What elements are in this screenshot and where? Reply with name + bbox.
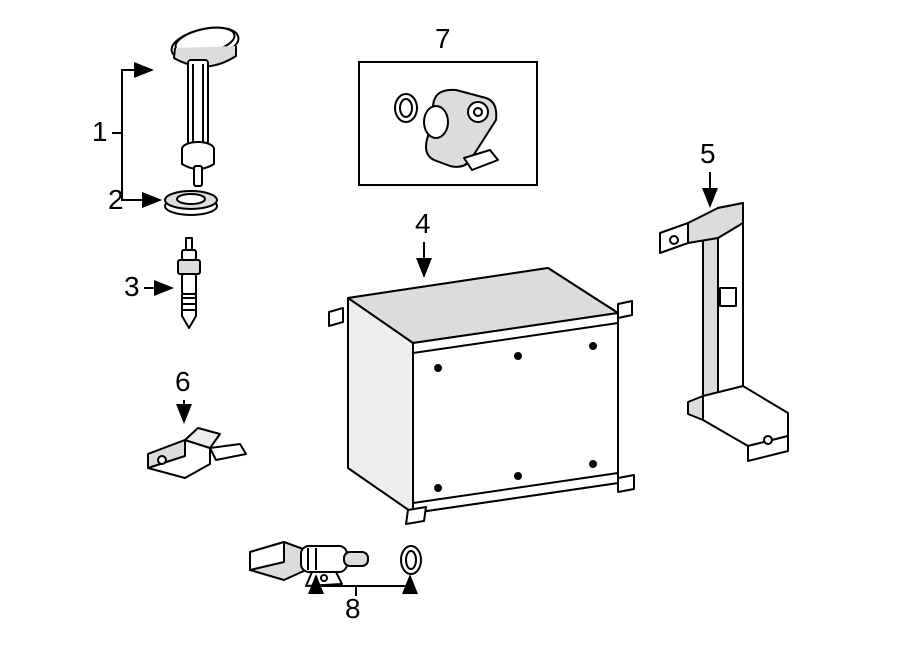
leader-lines [0, 0, 900, 661]
parts-diagram: 1 2 3 4 5 6 7 8 [0, 0, 900, 661]
